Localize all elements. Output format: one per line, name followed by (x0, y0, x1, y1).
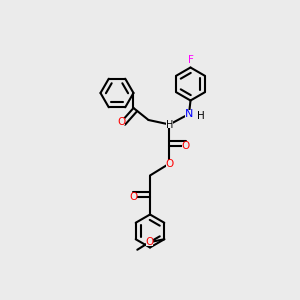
Text: O: O (129, 191, 138, 202)
FancyBboxPatch shape (166, 121, 173, 128)
Text: O: O (145, 237, 153, 247)
FancyBboxPatch shape (130, 193, 137, 200)
Text: F: F (188, 55, 194, 65)
Text: H: H (196, 111, 204, 122)
Text: O: O (165, 158, 174, 169)
FancyBboxPatch shape (186, 56, 195, 64)
FancyBboxPatch shape (182, 142, 190, 149)
Text: N: N (185, 109, 193, 119)
FancyBboxPatch shape (146, 238, 153, 246)
FancyBboxPatch shape (118, 118, 125, 125)
Text: O: O (182, 140, 190, 151)
FancyBboxPatch shape (185, 110, 193, 118)
Text: O: O (117, 116, 126, 127)
Text: H: H (166, 119, 173, 130)
FancyBboxPatch shape (166, 160, 173, 167)
